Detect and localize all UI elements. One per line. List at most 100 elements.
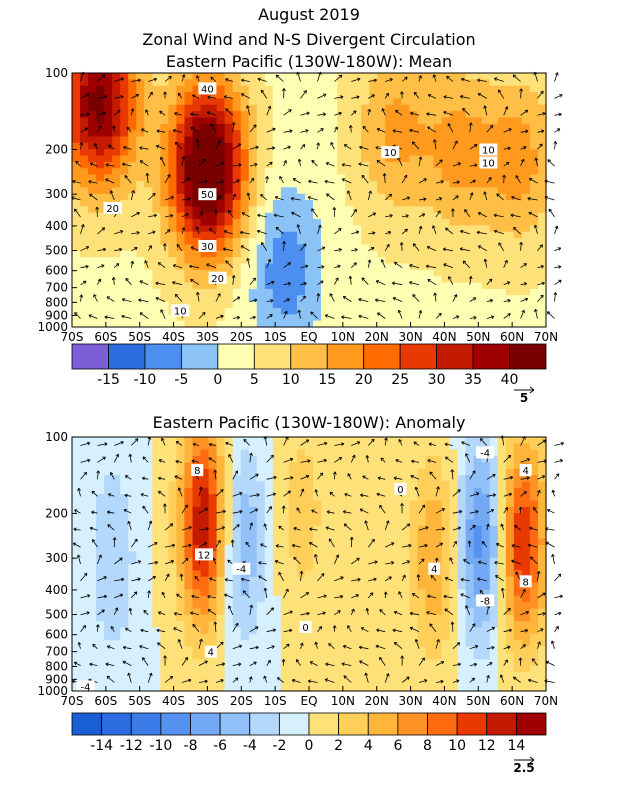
field-cell (401, 295, 411, 303)
field-cell (160, 320, 169, 328)
field-cell (96, 282, 105, 290)
field-cell (280, 288, 290, 296)
field-cell (304, 79, 314, 87)
field-cell (184, 462, 194, 470)
field-cell (120, 646, 129, 654)
field-cell (296, 462, 306, 470)
field-cell (128, 149, 137, 157)
y-tick-label: 800 (45, 295, 68, 309)
field-cell (441, 481, 451, 489)
field-cell (296, 244, 306, 252)
field-cell (345, 301, 354, 309)
field-cell (88, 244, 97, 252)
field-cell (208, 608, 218, 616)
field-cell (361, 583, 370, 590)
field-cell (529, 193, 539, 201)
field-cell (264, 665, 274, 673)
field-cell (248, 288, 258, 296)
field-cell (433, 276, 443, 284)
field-cell (240, 295, 250, 303)
field-cell (96, 250, 105, 258)
field-cell (280, 456, 290, 463)
field-cell (513, 155, 523, 163)
field-cell (200, 583, 210, 590)
field-cell (497, 193, 507, 201)
field-cell (104, 633, 113, 641)
field-cell (377, 678, 386, 686)
field-cell (481, 219, 491, 226)
field-cell (385, 437, 394, 444)
field-cell (96, 219, 105, 226)
field-cell (280, 301, 290, 309)
field-cell (160, 123, 169, 131)
field-cell (537, 142, 547, 150)
vector-arrow (486, 316, 495, 319)
field-cell (96, 487, 105, 495)
field-cell (280, 551, 290, 559)
field-cell (224, 206, 234, 214)
field-cell (80, 589, 89, 597)
field-cell (417, 174, 427, 182)
field-cell (80, 602, 89, 610)
vector-arrow (310, 311, 318, 319)
field-cell (489, 73, 499, 80)
field-cell (144, 104, 153, 112)
field-cell (208, 288, 218, 296)
field-cell (152, 589, 161, 597)
field-cell (521, 85, 531, 93)
field-cell (465, 180, 475, 188)
field-cell (240, 149, 250, 157)
field-cell (385, 225, 394, 233)
field-cell (224, 500, 234, 508)
field-cell (272, 538, 282, 546)
field-cell (144, 608, 153, 616)
field-cell (96, 98, 105, 106)
field-cell (345, 117, 354, 125)
field-cell (513, 180, 523, 188)
field-cell (112, 564, 121, 571)
field-cell (272, 193, 282, 201)
field-cell (449, 652, 459, 660)
field-cell (136, 130, 145, 138)
field-cell (240, 320, 250, 328)
field-cell (465, 212, 475, 220)
field-cell (264, 263, 274, 271)
field-cell (337, 288, 346, 296)
field-cell (176, 551, 186, 559)
field-cell (417, 104, 427, 112)
field-cell (417, 570, 427, 578)
colorbar-label: 15 (318, 372, 336, 388)
field-cell (393, 589, 402, 597)
field-cell (377, 633, 386, 641)
field-cell (313, 111, 322, 119)
field-cell (377, 320, 386, 328)
field-cell (481, 307, 491, 315)
field-cell (152, 193, 161, 201)
field-cell (449, 519, 459, 527)
field-cell (345, 276, 354, 284)
field-cell (224, 544, 234, 552)
field-cell (88, 174, 97, 182)
field-cell (96, 678, 105, 686)
field-cell (240, 500, 250, 508)
field-cell (152, 123, 161, 131)
field-cell (361, 212, 370, 220)
field-cell (337, 551, 346, 559)
field-cell (497, 174, 507, 182)
field-cell (72, 481, 81, 489)
field-cell (192, 92, 202, 99)
field-cell (393, 602, 402, 610)
field-cell (216, 576, 226, 584)
field-cell (409, 174, 419, 182)
field-cell (537, 320, 547, 328)
field-cell (96, 449, 105, 457)
field-cell (120, 263, 129, 271)
field-cell (216, 111, 226, 119)
field-cell (385, 576, 394, 584)
field-cell (280, 633, 290, 641)
field-cell (425, 98, 435, 106)
field-cell (473, 174, 483, 182)
field-cell (112, 79, 121, 87)
field-cell (337, 111, 346, 119)
field-cell (433, 684, 443, 692)
